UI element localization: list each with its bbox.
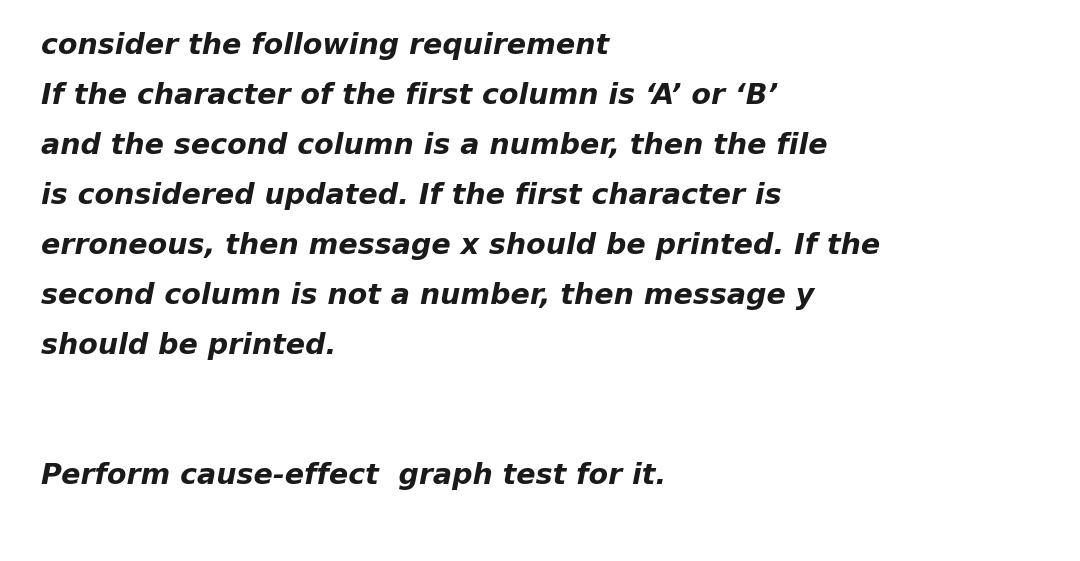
Text: and the second column is a number, then the file: and the second column is a number, then …	[41, 132, 827, 160]
Text: Perform cause-effect  graph test for it.: Perform cause-effect graph test for it.	[41, 462, 666, 490]
Text: should be printed.: should be printed.	[41, 332, 336, 360]
Text: erroneous, then message x should be printed. If the: erroneous, then message x should be prin…	[41, 232, 880, 260]
Text: consider the following requirement: consider the following requirement	[41, 32, 609, 60]
Text: second column is not a number, then message y: second column is not a number, then mess…	[41, 282, 814, 310]
Text: is considered updated. If the first character is: is considered updated. If the first char…	[41, 182, 782, 210]
Text: If the character of the first column is ‘A’ or ‘B’: If the character of the first column is …	[41, 82, 779, 110]
